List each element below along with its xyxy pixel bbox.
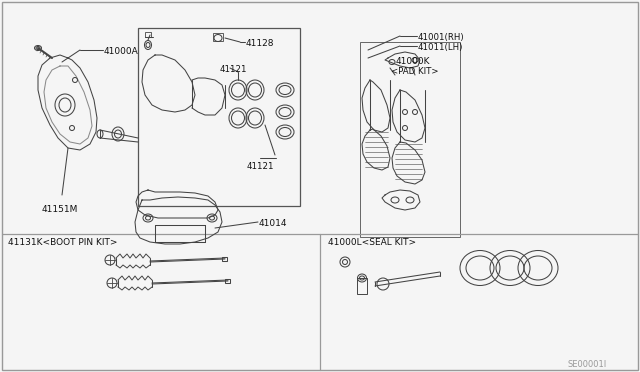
Bar (145, 32, 151, 37)
Text: 41121: 41121 (220, 65, 248, 74)
Bar (222, 257, 227, 261)
Text: 41001(RH): 41001(RH) (418, 33, 465, 42)
Text: 41000K: 41000K (396, 57, 431, 66)
Text: 41014: 41014 (259, 219, 287, 228)
Bar (225, 279, 230, 283)
Bar (213, 33, 223, 41)
Text: 41011(LH): 41011(LH) (418, 43, 463, 52)
Text: SE00001I: SE00001I (568, 360, 607, 369)
Bar (357, 278, 367, 294)
Text: <PAD KIT>: <PAD KIT> (391, 67, 438, 76)
Bar (360, 42, 460, 237)
Text: 41151M: 41151M (42, 205, 78, 214)
Text: 41121: 41121 (247, 162, 275, 171)
Text: 41000L<SEAL KIT>: 41000L<SEAL KIT> (328, 238, 416, 247)
Text: 41000A: 41000A (104, 47, 139, 56)
Bar (138, 28, 300, 206)
Text: 41128: 41128 (246, 39, 275, 48)
Text: 41131K<BOOT PIN KIT>: 41131K<BOOT PIN KIT> (8, 238, 118, 247)
